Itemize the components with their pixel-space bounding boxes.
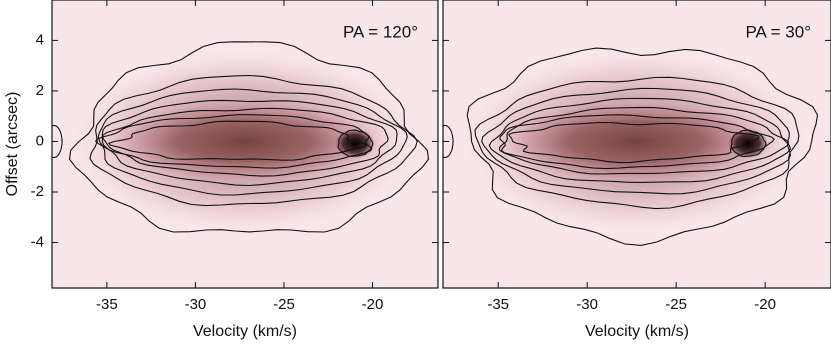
contour	[443, 124, 454, 159]
contour	[481, 87, 792, 195]
x-tick-label: -35	[96, 296, 118, 313]
contour	[474, 76, 800, 210]
frame	[442, 0, 831, 289]
frame	[51, 0, 439, 289]
contour	[488, 97, 792, 183]
contour	[337, 129, 374, 158]
contour	[89, 74, 418, 207]
x-tick-label: -30	[576, 296, 598, 313]
x-tick-label: -30	[185, 296, 207, 313]
contour	[52, 124, 63, 159]
contour	[498, 106, 789, 175]
contour	[68, 41, 430, 233]
contour	[107, 120, 368, 161]
x-axis-label: Velocity (km/s)	[193, 323, 297, 340]
x-axis-label: Velocity (km/s)	[585, 323, 689, 340]
x-tick-label: -20	[754, 296, 776, 313]
x-tick-label: -20	[362, 296, 384, 313]
annotation: PA = 30°	[745, 22, 811, 41]
plot-area	[443, 0, 831, 288]
x-tick-label: -35	[487, 296, 509, 313]
y-tick-label: -2	[31, 183, 44, 200]
contour	[499, 114, 775, 170]
y-axis-label: Offset (arcsec)	[4, 92, 21, 197]
contour	[95, 114, 373, 169]
contour	[102, 107, 389, 177]
contour	[508, 122, 760, 164]
plot-area	[52, 0, 438, 288]
x-tick-label: -25	[665, 296, 687, 313]
contour	[101, 99, 398, 187]
y-tick-label: 0	[36, 132, 44, 149]
y-tick-label: 2	[36, 82, 44, 99]
y-tick-label: 4	[36, 31, 44, 48]
contour	[97, 88, 408, 196]
annotation: PA = 120°	[343, 22, 418, 41]
contour	[466, 47, 819, 246]
y-tick-label: -4	[31, 233, 44, 250]
x-tick-label: -25	[273, 296, 295, 313]
contour	[730, 129, 767, 158]
